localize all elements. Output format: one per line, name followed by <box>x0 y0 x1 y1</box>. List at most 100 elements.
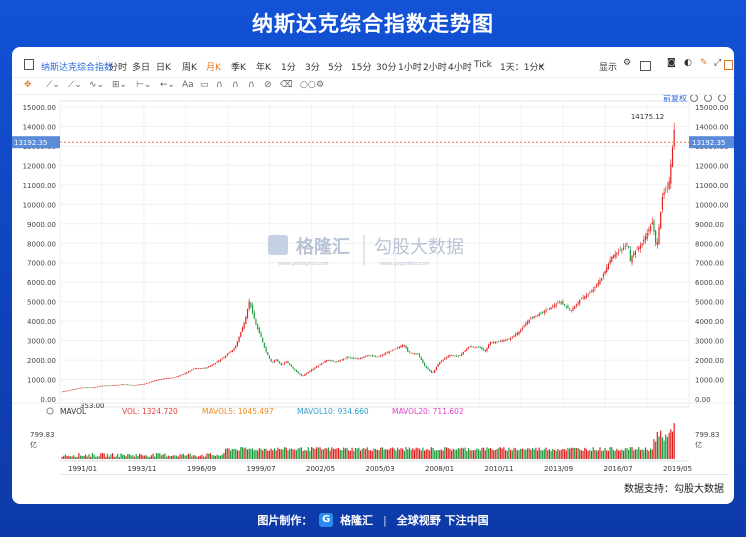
dropdown-chevron-icon[interactable]: ⌄ <box>538 60 546 70</box>
candle-body <box>224 355 227 358</box>
trendline-icon[interactable]: ⟋⌄ <box>46 80 60 90</box>
candle-body <box>402 345 404 347</box>
candle-body <box>464 350 466 352</box>
layout-square-icon[interactable] <box>640 61 651 71</box>
volume-bar <box>165 456 168 459</box>
volume-bar <box>432 447 434 459</box>
volume-bar <box>76 456 78 459</box>
period-4[interactable]: 月K <box>206 63 221 73</box>
text-icon[interactable]: Aa <box>182 80 194 90</box>
delete-icon[interactable]: ⌫ <box>280 80 293 90</box>
settings-gear-icon[interactable]: ⚙ <box>623 58 632 68</box>
candle-body <box>589 292 591 294</box>
volume-bar <box>628 449 630 459</box>
volume-unit-right: 亿 <box>695 440 702 449</box>
period-8[interactable]: 3分 <box>305 63 320 73</box>
lock-icon[interactable]: ∩ <box>232 80 239 90</box>
hide-icon[interactable]: ⊘ <box>264 80 272 90</box>
period-5[interactable]: 季K <box>231 63 246 73</box>
candle-body <box>322 362 324 363</box>
candle-body <box>208 366 210 368</box>
period-14[interactable]: 4小时 <box>448 63 472 73</box>
volume-bar <box>192 455 195 459</box>
period-7[interactable]: 1分 <box>281 63 296 73</box>
volume-bar <box>397 447 399 459</box>
candle-body <box>339 360 341 362</box>
period-16[interactable]: 1天：1分K <box>500 63 545 73</box>
period-6[interactable]: 年K <box>256 63 271 73</box>
measure-icon[interactable]: ⊢⌄ <box>136 80 152 90</box>
volume-bar <box>393 448 395 459</box>
volume-bar <box>563 449 566 459</box>
candle-body <box>191 369 193 371</box>
theme-icon[interactable]: ◐ <box>684 58 692 68</box>
candle-body <box>336 361 338 363</box>
candle-body <box>370 355 372 357</box>
volume-bar <box>263 448 265 459</box>
volume-bar <box>177 456 179 459</box>
period-12[interactable]: 1小时 <box>398 63 422 73</box>
period-9[interactable]: 5分 <box>328 63 343 73</box>
period-3[interactable]: 周K <box>182 63 197 73</box>
volume-bar <box>110 454 112 459</box>
camera-icon[interactable]: ◙ <box>667 58 676 68</box>
toolbar-layout-icon[interactable] <box>24 59 34 70</box>
volume-bar <box>103 453 105 459</box>
period-1[interactable]: 多日 <box>132 63 151 73</box>
current-price-label-right: 13192.35 <box>692 139 725 147</box>
candle-body <box>474 347 476 348</box>
fullscreen-icon[interactable] <box>724 60 733 70</box>
fib-icon[interactable]: ⊞⌄ <box>112 80 128 90</box>
volume-bar <box>494 450 497 459</box>
volume-bar <box>634 449 636 459</box>
symbol-name[interactable]: 纳斯达克综合指数 <box>41 63 114 73</box>
volume-bar <box>550 450 552 459</box>
pen-icon[interactable]: ✎ <box>700 58 708 68</box>
period-2[interactable]: 日K <box>156 63 171 73</box>
period-0[interactable]: 分时 <box>109 63 128 73</box>
y-tick-label-left: 14000.00 <box>23 123 56 131</box>
volume-bar <box>580 450 583 459</box>
magnet-icon[interactable]: ∩ <box>216 80 223 90</box>
volume-bar <box>312 447 314 459</box>
crosshair-icon[interactable]: ✥ <box>24 80 32 90</box>
candle-body <box>614 254 616 257</box>
period-13[interactable]: 2小时 <box>423 63 447 73</box>
volume-bar <box>658 436 660 459</box>
note-icon[interactable]: ▭ <box>200 80 209 90</box>
candle-body <box>268 355 271 359</box>
volume-bar <box>130 455 132 459</box>
volume-bar <box>479 450 481 459</box>
volume-bar <box>218 455 220 459</box>
y-tick-label-left: 15000.00 <box>23 104 56 112</box>
volume-bar <box>616 448 618 459</box>
candle-body <box>331 360 333 362</box>
expand-icon[interactable]: ⤢ <box>714 58 722 68</box>
period-10[interactable]: 15分 <box>351 63 372 73</box>
display-menu[interactable]: 显示 <box>599 63 618 73</box>
y-tick-label-left: 8000.00 <box>27 240 56 248</box>
period-15[interactable]: Tick <box>474 60 492 70</box>
period-11[interactable]: 30分 <box>376 63 397 73</box>
candle-body <box>531 316 534 318</box>
ray-icon[interactable]: ⟋⌄ <box>68 80 82 90</box>
volume-bar <box>454 449 456 459</box>
watermark-url: www.gelonghui.com <box>278 261 329 267</box>
volume-bar <box>548 449 550 459</box>
volume-bar <box>356 448 358 459</box>
candle-body <box>344 357 346 359</box>
candle-body <box>219 359 222 362</box>
candle-body <box>295 370 298 372</box>
candle-body <box>81 387 83 389</box>
candle-body <box>182 374 185 375</box>
indicator-settings-icon[interactable]: ⚙ <box>316 80 325 90</box>
candle-body <box>612 255 615 259</box>
candle-body <box>223 357 225 359</box>
ruler-icon[interactable]: ∩ <box>248 80 255 90</box>
compare-icon[interactable]: ○○ <box>300 80 316 90</box>
volume-bar <box>233 448 235 459</box>
candle-body <box>228 352 230 354</box>
wave-icon[interactable]: ∿⌄ <box>89 80 105 90</box>
arrow-icon[interactable]: ←⌄ <box>160 80 176 90</box>
candle-body <box>393 349 395 350</box>
